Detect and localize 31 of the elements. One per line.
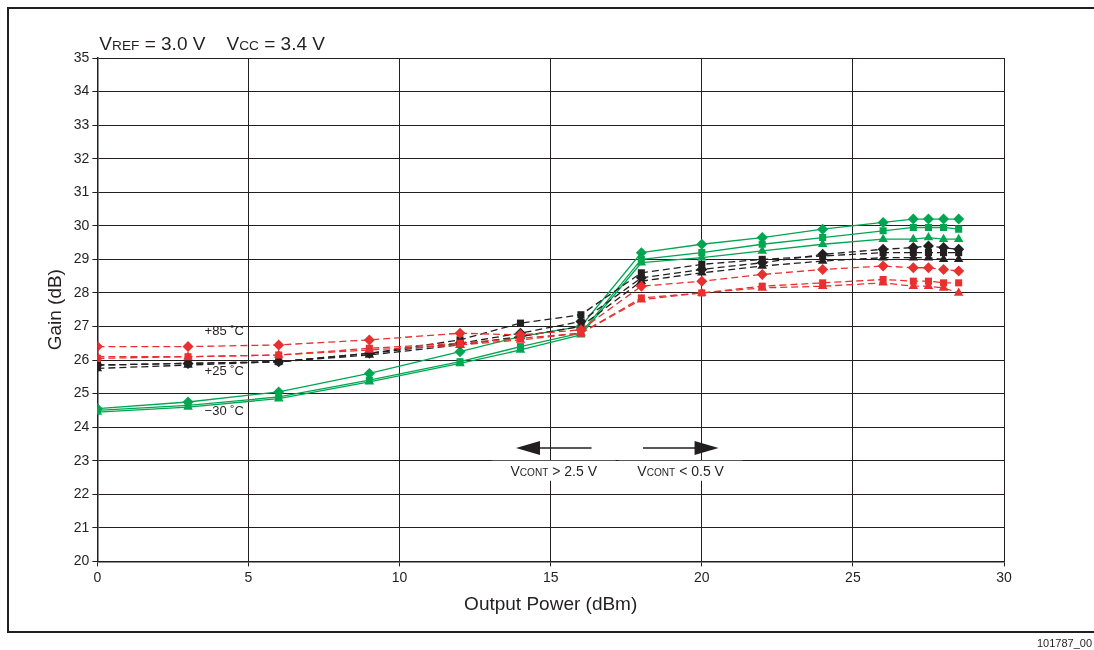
y-tick-label: 27	[73, 317, 90, 334]
x-tick-label: 30	[996, 568, 1012, 585]
x-tick-label: 15	[542, 568, 559, 585]
y-tick-label: 23	[73, 451, 90, 468]
y-tick-label: 22	[73, 485, 90, 502]
y-tick-label: 31	[73, 183, 90, 200]
y-tick-label: 20	[73, 552, 90, 569]
y-tick-label: 30	[73, 216, 90, 233]
y-tick-label: 25	[73, 384, 90, 401]
x-tick-label: 5	[244, 568, 253, 585]
x-tick-label: 20	[694, 568, 710, 585]
annotation: −30 ˚C	[204, 403, 244, 419]
y-tick-label: 29	[73, 250, 90, 267]
chart-title: VREF = 3.0 V VCC = 3.4 V	[99, 33, 326, 54]
y-axis-title: Gain (dB)	[43, 269, 65, 351]
text: 101787_00	[1036, 637, 1092, 649]
annotation: +25 ˚C	[204, 363, 244, 379]
y-tick-label: 24	[73, 418, 90, 435]
y-tick-label: 33	[73, 115, 90, 132]
y-tick-label: 26	[73, 350, 90, 367]
y-tick-label: 32	[73, 149, 90, 166]
y-tick-label: 21	[73, 518, 90, 535]
y-tick-label: 28	[73, 283, 90, 300]
annotation: VCONT < 0.5 V	[637, 462, 725, 479]
x-tick-label: 10	[391, 568, 408, 585]
x-axis-title: Output Power (dBm)	[464, 592, 638, 614]
y-tick-label: 35	[73, 48, 90, 65]
x-tick-label: 0	[93, 568, 102, 585]
y-tick-label: 34	[73, 82, 90, 99]
annotation: VCONT > 2.5 V	[510, 462, 598, 479]
x-tick-label: 25	[845, 568, 861, 585]
